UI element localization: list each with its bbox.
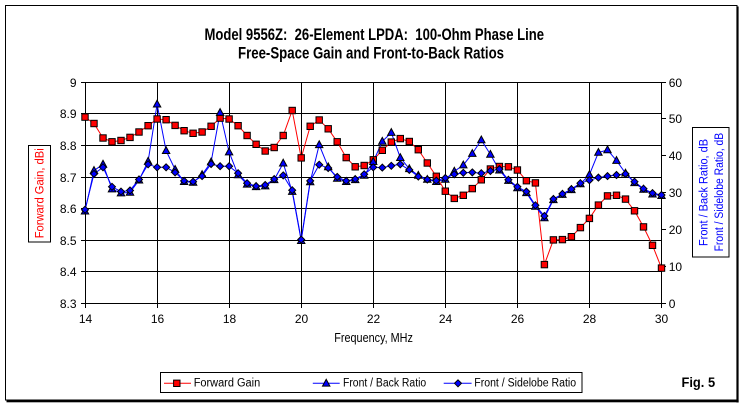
svg-text:9: 9 — [70, 76, 77, 90]
svg-text:Front / Sidelobe Ratio, dB: Front / Sidelobe Ratio, dB — [714, 133, 726, 252]
svg-text:28: 28 — [583, 312, 597, 326]
svg-text:Front / Back Ratio, dB: Front / Back Ratio, dB — [698, 139, 710, 246]
svg-text:14: 14 — [79, 312, 93, 326]
svg-text:22: 22 — [367, 312, 381, 326]
svg-text:Forward Gain: Forward Gain — [194, 378, 261, 390]
svg-text:8.7: 8.7 — [60, 171, 77, 185]
svg-text:8.9: 8.9 — [60, 107, 77, 121]
svg-text:18: 18 — [223, 312, 237, 326]
svg-text:30: 30 — [655, 312, 669, 326]
svg-text:26: 26 — [511, 312, 525, 326]
svg-text:Front / Back Ratio: Front / Back Ratio — [343, 378, 426, 390]
svg-text:30: 30 — [669, 186, 683, 200]
svg-text:Fig. 5: Fig. 5 — [682, 374, 716, 390]
svg-text:Model 9556Z: 26-Element LPDA:: Model 9556Z: 26-Element LPDA: 100-Ohm Ph… — [205, 25, 545, 44]
svg-text:60: 60 — [669, 76, 683, 90]
svg-text:Frequency, MHz: Frequency, MHz — [334, 331, 413, 345]
svg-text:8.6: 8.6 — [60, 202, 77, 216]
svg-text:0: 0 — [669, 297, 676, 311]
svg-text:24: 24 — [439, 312, 453, 326]
svg-text:Front / Sidelobe Ratio: Front / Sidelobe Ratio — [474, 378, 576, 390]
svg-text:8.3: 8.3 — [60, 297, 77, 311]
svg-text:8.4: 8.4 — [60, 265, 77, 279]
svg-text:20: 20 — [295, 312, 309, 326]
svg-text:8.8: 8.8 — [60, 139, 77, 153]
svg-text:Free-Space Gain and Front-to-B: Free-Space Gain and Front-to-Back Ratios — [238, 44, 504, 63]
svg-text:8.5: 8.5 — [60, 234, 77, 248]
svg-text:10: 10 — [669, 260, 683, 274]
svg-text:50: 50 — [669, 112, 683, 126]
svg-text:16: 16 — [151, 312, 165, 326]
svg-text:Forward Gain, dBi: Forward Gain, dBi — [34, 148, 46, 238]
svg-text:40: 40 — [669, 149, 683, 163]
svg-text:20: 20 — [669, 223, 683, 237]
